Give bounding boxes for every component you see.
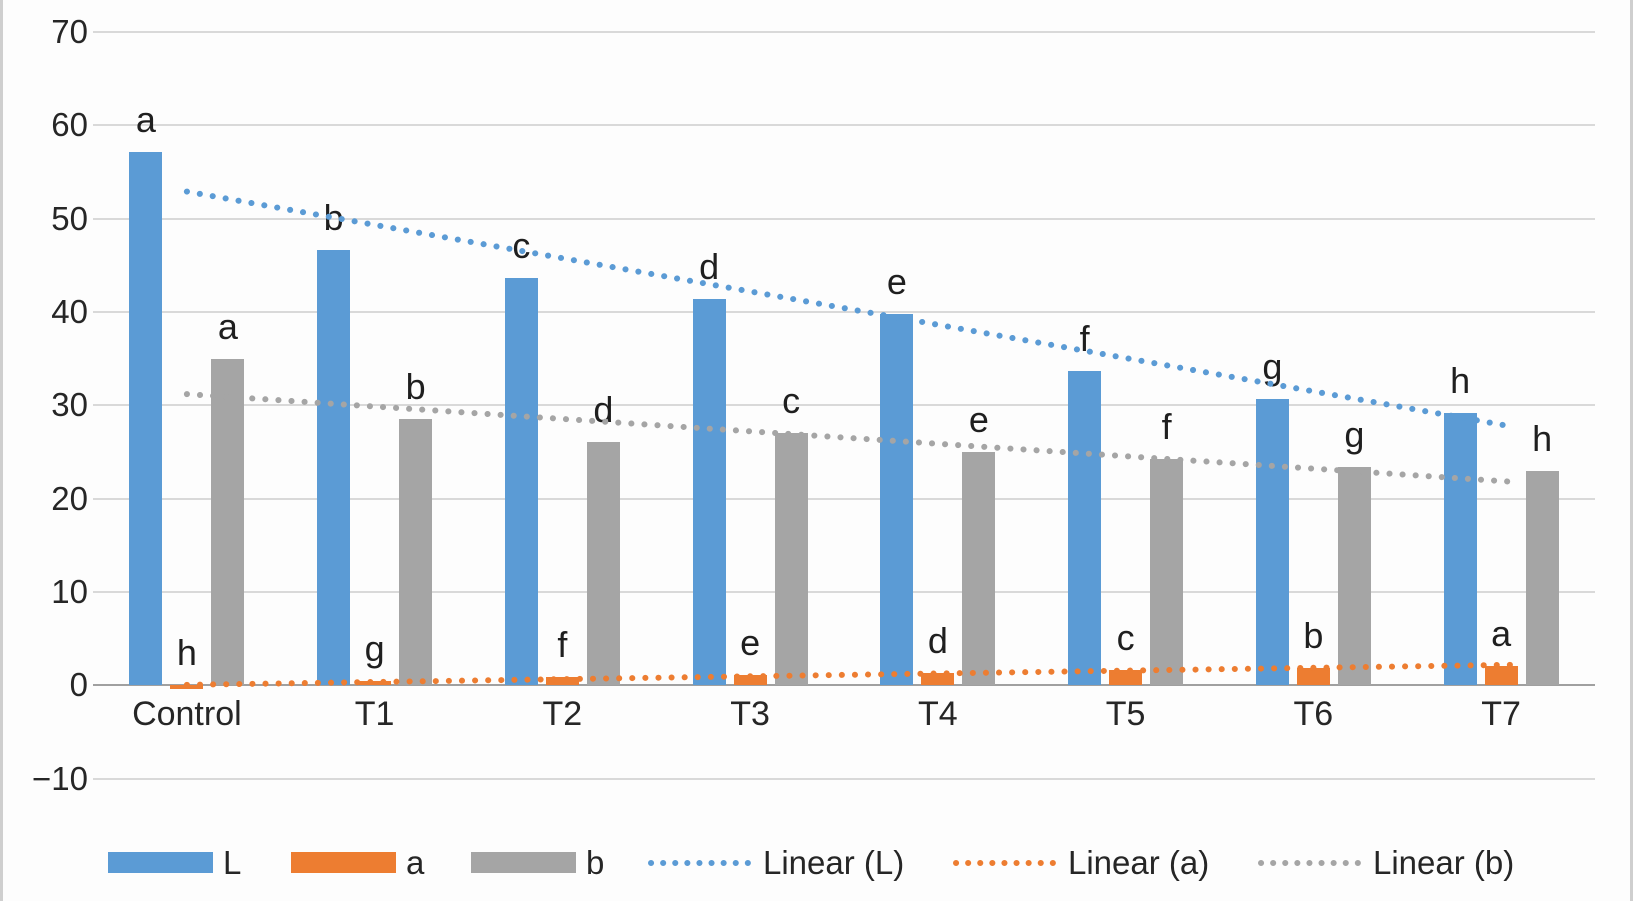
y-axis-tick-label: 20 xyxy=(51,479,88,517)
bar-L-T6 xyxy=(1255,398,1289,686)
y-axis-tick-label: 0 xyxy=(69,666,88,704)
legend-label-a: a xyxy=(406,844,425,881)
y-axis-tick-label: −10 xyxy=(32,759,88,797)
x-axis-label-T2: T2 xyxy=(542,695,583,734)
legend-label-lineara: Linear (a) xyxy=(1068,844,1210,881)
y-axis-tick-label: 10 xyxy=(51,572,88,610)
x-axis-label-T7: T7 xyxy=(1481,695,1521,734)
significance-letter-L-T7: h xyxy=(1450,359,1471,401)
legend-swatch-a xyxy=(291,852,396,873)
bar-L-T5 xyxy=(1068,370,1102,686)
gridline-20 xyxy=(93,497,1595,500)
legend-swatch-linearb xyxy=(1258,860,1363,866)
bar-a-T5 xyxy=(1109,670,1143,686)
y-axis-tick-label: 60 xyxy=(51,106,88,144)
significance-letter-a-T3: e xyxy=(740,622,761,664)
gridline-30 xyxy=(93,404,1595,407)
gridline--10 xyxy=(93,777,1595,780)
trendlines-layer xyxy=(183,188,1517,688)
significance-letter-b-T4: e xyxy=(968,398,989,440)
gridline-70 xyxy=(93,30,1595,33)
bar-L-T2 xyxy=(504,278,538,686)
trendline-linearl xyxy=(183,188,1517,430)
x-axis-line xyxy=(93,684,1595,687)
y-axis-tick-label: 30 xyxy=(51,386,88,424)
bar-b-T1 xyxy=(399,419,433,686)
x-axis-label-T6: T6 xyxy=(1293,695,1334,734)
bar-b-T3 xyxy=(774,433,808,686)
x-axis-label-T4: T4 xyxy=(918,695,958,734)
bar-a-T1 xyxy=(358,680,392,686)
significance-letter-b-T5: f xyxy=(1161,405,1172,447)
significance-letter-L-T2: c xyxy=(512,225,531,267)
significance-letter-L-T1: b xyxy=(323,197,344,239)
bar-L-T1 xyxy=(317,250,351,686)
bar-b-T5 xyxy=(1150,458,1184,686)
significance-letter-a-T6: b xyxy=(1303,614,1324,656)
x-axis-label-T5: T5 xyxy=(1105,695,1146,734)
significance-letter-a-T2: f xyxy=(557,623,568,665)
y-axis-tick-label: 70 xyxy=(51,12,88,50)
legend-swatch-L xyxy=(108,852,213,873)
bar-L-T7 xyxy=(1443,412,1477,686)
trendline-lineara xyxy=(183,661,1517,688)
significance-letter-a-Control: h xyxy=(176,632,197,674)
gridline-60 xyxy=(93,124,1595,127)
bar-b-T7 xyxy=(1525,470,1559,686)
trendline-linearb xyxy=(183,391,1517,485)
significance-letter-b-T7: h xyxy=(1532,417,1553,459)
bar-a-T2 xyxy=(545,676,579,686)
significance-letter-L-T3: d xyxy=(699,245,720,287)
bar-L-T3 xyxy=(692,298,726,686)
legend-label-l: L xyxy=(223,844,242,881)
significance-letter-L-T4: e xyxy=(886,260,907,302)
gridline-10 xyxy=(93,590,1595,593)
significance-letter-L-Control: a xyxy=(135,99,156,141)
significance-letter-a-T1: g xyxy=(364,627,385,669)
significance-letter-b-Control: a xyxy=(217,305,238,347)
legend-swatch-linearl xyxy=(648,860,753,866)
significance-letter-b-T6: g xyxy=(1344,413,1365,455)
bar-a-T7 xyxy=(1484,665,1518,686)
significance-letter-b-T3: c xyxy=(782,380,801,422)
legend-label-b: b xyxy=(586,844,605,881)
legend-swatch-b xyxy=(471,852,576,873)
bar-b-T2 xyxy=(586,441,620,686)
significance-letter-L-T5: f xyxy=(1079,317,1090,359)
x-axis-label-T1: T1 xyxy=(354,695,395,734)
bar-b-T6 xyxy=(1337,466,1371,686)
x-axis-label-T3: T3 xyxy=(730,695,770,734)
significance-letter-L-T6: g xyxy=(1262,345,1283,387)
bar-b-Control xyxy=(211,358,245,686)
legend-label-linearb: Linear (b) xyxy=(1373,844,1515,881)
bar-L-T4 xyxy=(880,313,914,686)
y-axis-tick-label: 50 xyxy=(51,199,88,237)
bar-a-T6 xyxy=(1296,667,1330,686)
x-axis-label-Control: Control xyxy=(132,695,242,734)
significance-letter-a-T4: d xyxy=(927,620,948,662)
y-axis-tick-label: 40 xyxy=(51,292,88,330)
legend-swatch-lineara xyxy=(953,860,1058,866)
significance-letter-a-T5: c xyxy=(1116,617,1135,659)
bar-L-Control xyxy=(129,152,163,686)
significance-letter-b-T1: b xyxy=(405,366,426,408)
gridline-40 xyxy=(93,310,1595,313)
bar-b-T4 xyxy=(962,451,996,686)
significance-letter-a-T7: a xyxy=(1491,612,1512,654)
legend-label-linearl: Linear (L) xyxy=(763,844,905,881)
significance-letter-b-T2: d xyxy=(593,388,614,430)
gridline-50 xyxy=(93,217,1595,220)
bar-a-T3 xyxy=(733,675,767,686)
